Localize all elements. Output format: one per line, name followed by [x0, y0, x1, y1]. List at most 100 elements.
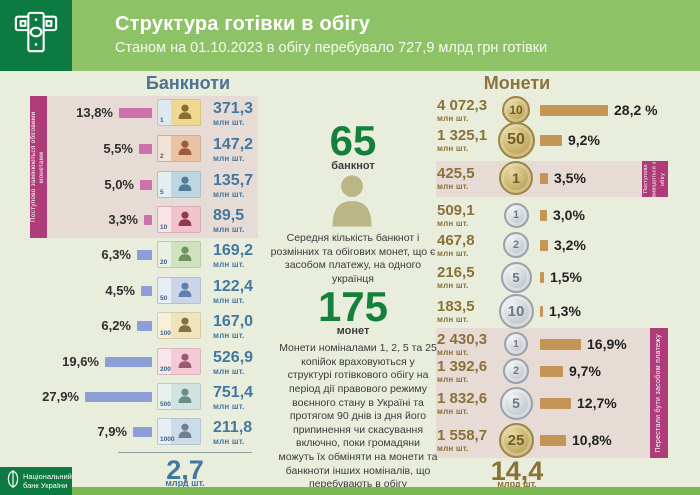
coin-image: 1: [503, 202, 529, 228]
banknotes-replaced-strip: Поступово замінюються обіговими монетами: [30, 96, 47, 238]
coins-stopped-label: Перестали бути засобом платежу: [655, 333, 663, 453]
banknote-count: 147,2 млн шт.: [213, 136, 254, 163]
coin-count: 2 430,3 млн шт.: [437, 331, 488, 357]
header-logo-box: [0, 0, 72, 71]
coins-withdraw-band: [436, 161, 668, 197]
banknote-percent-label: 4,5%: [105, 283, 135, 298]
coin-percent-bar: [540, 134, 562, 146]
banknote-count: 526,9 млн шт.: [213, 349, 254, 376]
coins-note: Монети номіналами 1, 2, 5 та 25 копійок …: [278, 342, 438, 491]
atm-cash-icon: [13, 9, 59, 62]
coins-stopped-strip: Перестали бути засобом платежу: [650, 328, 668, 458]
coin-count: 1 832,6 млн шт.: [437, 390, 488, 416]
banknote-count: 211,8 млн шт.: [213, 419, 253, 446]
coin-count: 425,5 млн шт.: [437, 165, 475, 191]
coins-total-unit: млрд шт.: [497, 479, 537, 489]
banknote-percent-label: 5,0%: [104, 177, 134, 192]
coin-count: 4 072,3 млн шт.: [437, 97, 488, 123]
coin-percent-bar: [540, 305, 543, 317]
banknote-image: 2: [157, 135, 201, 162]
coin-percent-label: 10,8%: [572, 432, 612, 448]
banknote-percent-bar: [133, 427, 152, 437]
banknote-percent-label: 3,3%: [108, 212, 138, 227]
coin-percent-bar: [540, 271, 544, 283]
coin-percent-bar: [540, 434, 566, 446]
banknote-image: 200: [157, 348, 201, 375]
person-caption: Середня кількість банкнот і розмінних та…: [270, 232, 436, 285]
banknote-count: 751,4 млн шт.: [213, 384, 254, 411]
banknote-percent-bar: [137, 321, 152, 331]
coin-image: 5: [500, 261, 532, 293]
banknotes-per-person-count: 65: [329, 117, 377, 164]
coin-percent-bar: [540, 172, 548, 184]
coin-image: 5: [499, 386, 533, 420]
banknote-image: 50: [157, 277, 201, 304]
page-title: Структура готівки в обігу: [115, 13, 371, 35]
banknote-percent-bar: [105, 357, 152, 367]
banknotes-total-unit: млрд шт.: [165, 478, 205, 488]
coin-percent-bar: [540, 338, 581, 350]
coin-percent-label: 9,7%: [569, 363, 601, 379]
banknote-image: 5: [157, 171, 201, 198]
banknote-image: 100: [157, 312, 201, 339]
footer-strip: [0, 487, 700, 495]
coins-withdraw-strip: Поступово виводяться з обігу: [642, 161, 668, 197]
coin-percent-label: 3,0%: [553, 207, 585, 223]
coins-per-person-count: 175: [317, 283, 389, 330]
coin-count: 1 558,7 млн шт.: [437, 427, 488, 453]
banknote-count: 89,5 млн шт.: [213, 207, 245, 234]
coin-count: 467,8 млн шт.: [437, 232, 475, 258]
coin-image: 1: [504, 332, 528, 356]
nbu-logo-text: Національний банк України: [23, 472, 72, 490]
banknote-image: 20: [157, 241, 201, 268]
banknote-percent-bar: [137, 250, 152, 260]
banknote-percent-label: 5,5%: [103, 141, 133, 156]
banknote-percent-label: 6,2%: [101, 318, 131, 333]
banknotes-total-divider: [118, 452, 252, 453]
coin-image: 1: [499, 161, 533, 195]
coin-image: 25: [498, 422, 534, 458]
coin-percent-label: 1,5%: [550, 269, 582, 285]
coin-image: 50: [497, 121, 535, 159]
banknote-percent-bar: [141, 286, 152, 296]
coin-percent-bar: [540, 239, 548, 251]
coin-percent-bar: [540, 209, 547, 221]
nbu-emblem-icon: [7, 469, 19, 493]
banknotes-title: Банкноти: [145, 73, 231, 93]
coin-count: 1 392,6 млн шт.: [437, 358, 488, 384]
coin-percent-label: 1,3%: [549, 303, 581, 319]
coins-title: Монети: [483, 73, 551, 93]
banknote-image: 500: [157, 383, 201, 410]
coin-count: 183,5 млн шт.: [437, 298, 475, 324]
banknote-count: 122,4 млн шт.: [213, 278, 254, 305]
coins-total: 14,4: [490, 456, 544, 486]
coin-percent-label: 3,5%: [554, 170, 586, 186]
coin-percent-label: 28,2 %: [614, 102, 658, 118]
page-subtitle: Станом на 01.10.2023 в обігу перебувало …: [115, 40, 548, 56]
coin-percent-bar: [540, 397, 571, 409]
banknotes-per-person-label: банкнот: [331, 160, 375, 172]
coin-count: 1 325,1 млн шт.: [437, 127, 488, 153]
coin-image: 10: [498, 293, 534, 329]
banknote-image: 1000: [157, 418, 201, 445]
banknote-count: 371,3 млн шт.: [213, 100, 254, 127]
banknotes-replaced-box: [30, 96, 258, 238]
coin-percent-label: 9,2%: [568, 132, 600, 148]
person-icon: [329, 173, 375, 232]
nbu-logo-box: Національний банк України: [0, 467, 72, 495]
banknote-percent-bar: [139, 144, 152, 154]
coin-image: 2: [503, 358, 529, 384]
banknote-count: 135,7 млн шт.: [213, 172, 254, 199]
coin-count: 509,1 млн шт.: [437, 202, 475, 228]
banknote-percent-label: 13,8%: [76, 105, 113, 120]
banknotes-total: 2,7: [166, 455, 204, 485]
banknote-percent-bar: [85, 392, 152, 402]
banknote-percent-bar: [144, 215, 152, 225]
banknote-image: 1: [157, 99, 201, 126]
banknote-percent-label: 27,9%: [42, 389, 79, 404]
coin-image: 10: [502, 96, 530, 124]
coin-percent-bar: [540, 365, 563, 377]
coin-image: 2: [503, 232, 529, 258]
coins-per-person-label: монет: [336, 325, 370, 337]
